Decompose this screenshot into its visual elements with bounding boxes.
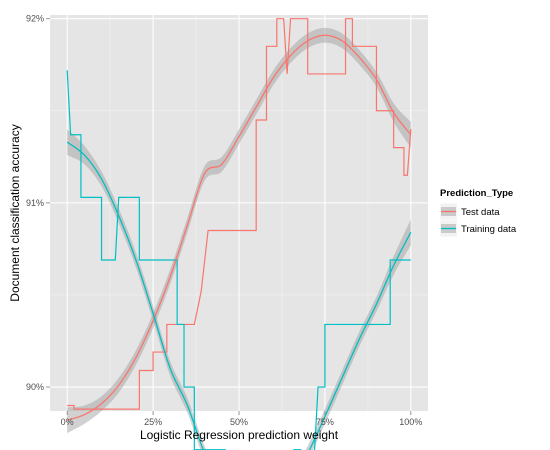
x-axis-ticks: 0% 25% 50% 75% 100% xyxy=(61,411,422,427)
y-tick-label: 91% xyxy=(26,198,44,208)
legend-title: Prediction_Type xyxy=(440,188,513,199)
y-tick-label: 92% xyxy=(26,14,44,24)
y-axis-ticks: 90% 91% 92% xyxy=(26,14,50,392)
test-data-step-line xyxy=(67,18,412,410)
test-data-smooth-line xyxy=(66,34,412,421)
legend-item-test-data: Test data xyxy=(439,202,500,221)
x-tick-label: 25% xyxy=(144,417,162,427)
x-tick-label: 100% xyxy=(399,417,422,427)
step-lines xyxy=(66,18,412,450)
legend-label-training-data: Training data xyxy=(461,224,517,235)
legend-label-test-data: Test data xyxy=(461,207,500,218)
legend-item-training-data: Training data xyxy=(439,219,517,238)
smooth-lines xyxy=(66,34,412,450)
y-axis-title: Document classification accuracy xyxy=(8,124,22,301)
x-tick-label: 50% xyxy=(230,417,248,427)
y-tick-label: 90% xyxy=(26,382,44,392)
x-axis-title: Logistic Regression prediction weight xyxy=(140,428,339,442)
training-data-step-line xyxy=(66,70,411,450)
training-data-smooth-line xyxy=(66,141,412,450)
x-tick-label: 75% xyxy=(316,417,334,427)
legend: Prediction_Type Test data Training data xyxy=(439,188,517,238)
x-tick-label: 0% xyxy=(61,417,74,427)
